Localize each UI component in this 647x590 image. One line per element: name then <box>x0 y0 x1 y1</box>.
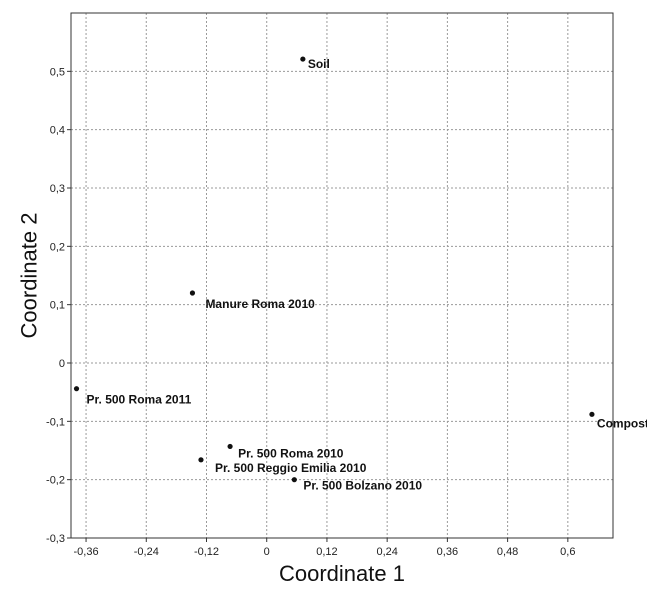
x-tick-label: -0,12 <box>194 546 219 558</box>
y-tick-label: 0,4 <box>50 125 65 137</box>
data-points: Soil Manure Roma 2010 Pr. 500 Roma 2011 Com… <box>73 56 647 493</box>
data-point <box>227 443 233 450</box>
x-tick-label: -0,36 <box>74 546 99 558</box>
data-point <box>589 411 595 417</box>
x-tick-label: 0 <box>264 546 270 558</box>
x-tick-label: 0,24 <box>376 546 397 558</box>
x-axis-title: Coordinate 1 <box>279 561 405 586</box>
data-point <box>198 457 204 463</box>
x-tick-label: 0,12 <box>316 546 337 558</box>
y-tick-label: 0,3 <box>50 183 65 195</box>
data-point-label: Manure Roma 2010 <box>205 297 315 311</box>
data-point-label: Pr. 500 Bolzano 2010 <box>303 479 422 493</box>
y-tick-label: -0,1 <box>46 416 65 428</box>
data-point <box>300 56 306 62</box>
y-axis-title: Coordinate 2 <box>17 213 42 339</box>
x-tick-label: -0,24 <box>134 546 159 558</box>
x-tick-label: 0,6 <box>560 546 575 558</box>
data-point <box>291 477 297 483</box>
data-point <box>189 290 196 296</box>
y-tick-label: -0,3 <box>46 533 65 545</box>
data-point-label: Soil <box>308 57 330 71</box>
y-tick-label: 0,5 <box>50 66 65 78</box>
grid-layer <box>71 13 613 539</box>
y-tick-label: 0 <box>59 358 65 370</box>
data-point <box>73 386 80 392</box>
data-point-label: Pr. 500 Reggio Emilia 2010 <box>215 461 367 475</box>
y-tick-label: 0,1 <box>50 300 65 312</box>
data-point-label: Pr. 500 Roma 2010 <box>238 446 344 460</box>
x-axis-ticks: -0,36 -0,24 -0,12 0 0,12 0,24 0,36 0,48 0,6 <box>74 538 575 558</box>
x-tick-label: 0,36 <box>437 546 458 558</box>
data-point-label: Compost <box>597 416 647 430</box>
y-axis-ticks: -0,3 -0,2 -0,1 0 0,1 0,2 0,3 0,4 0,5 <box>46 66 71 545</box>
plot-frame <box>70 12 614 539</box>
y-tick-label: -0,2 <box>46 475 65 487</box>
y-tick-label: 0,2 <box>50 241 65 253</box>
x-tick-label: 0,48 <box>497 546 518 558</box>
data-point-label: Pr. 500 Roma 2011 <box>87 393 192 407</box>
